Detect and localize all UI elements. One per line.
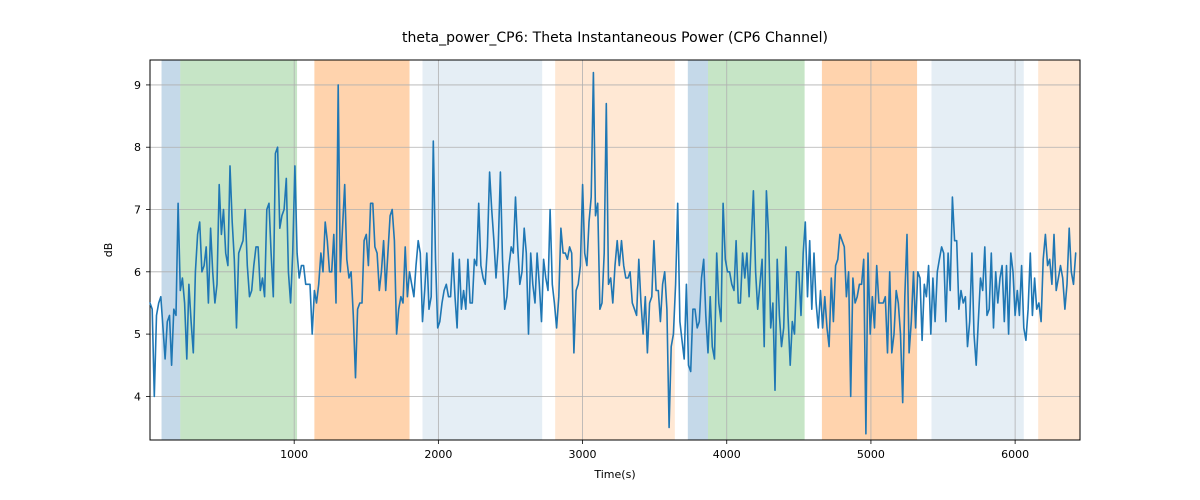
chart-container: theta_power_CP6: Theta Instantaneous Pow…	[0, 0, 1200, 500]
background-band	[931, 60, 1023, 440]
y-tick-label: 9	[134, 79, 141, 92]
background-band	[688, 60, 708, 440]
background-band	[423, 60, 543, 440]
y-axis-ticks: 4 5 6 7 8 9	[134, 79, 150, 403]
background-band	[555, 60, 675, 440]
x-tick-label: 2000	[424, 448, 452, 461]
y-tick-label: 4	[134, 390, 141, 403]
x-tick-label: 1000	[280, 448, 308, 461]
background-band	[180, 60, 297, 440]
x-tick-label: 6000	[1001, 448, 1029, 461]
y-tick-label: 8	[134, 141, 141, 154]
line-chart: theta_power_CP6: Theta Instantaneous Pow…	[0, 0, 1200, 500]
y-tick-label: 7	[134, 204, 141, 217]
x-axis-label: Time(s)	[593, 468, 635, 481]
x-tick-label: 4000	[713, 448, 741, 461]
y-axis-label: dB	[102, 243, 115, 258]
y-tick-label: 6	[134, 266, 141, 279]
y-tick-label: 5	[134, 328, 141, 341]
x-axis-ticks: 1000 2000 3000 4000 5000 6000	[280, 440, 1029, 461]
chart-title: theta_power_CP6: Theta Instantaneous Pow…	[402, 30, 828, 46]
x-tick-label: 3000	[569, 448, 597, 461]
x-tick-label: 5000	[857, 448, 885, 461]
